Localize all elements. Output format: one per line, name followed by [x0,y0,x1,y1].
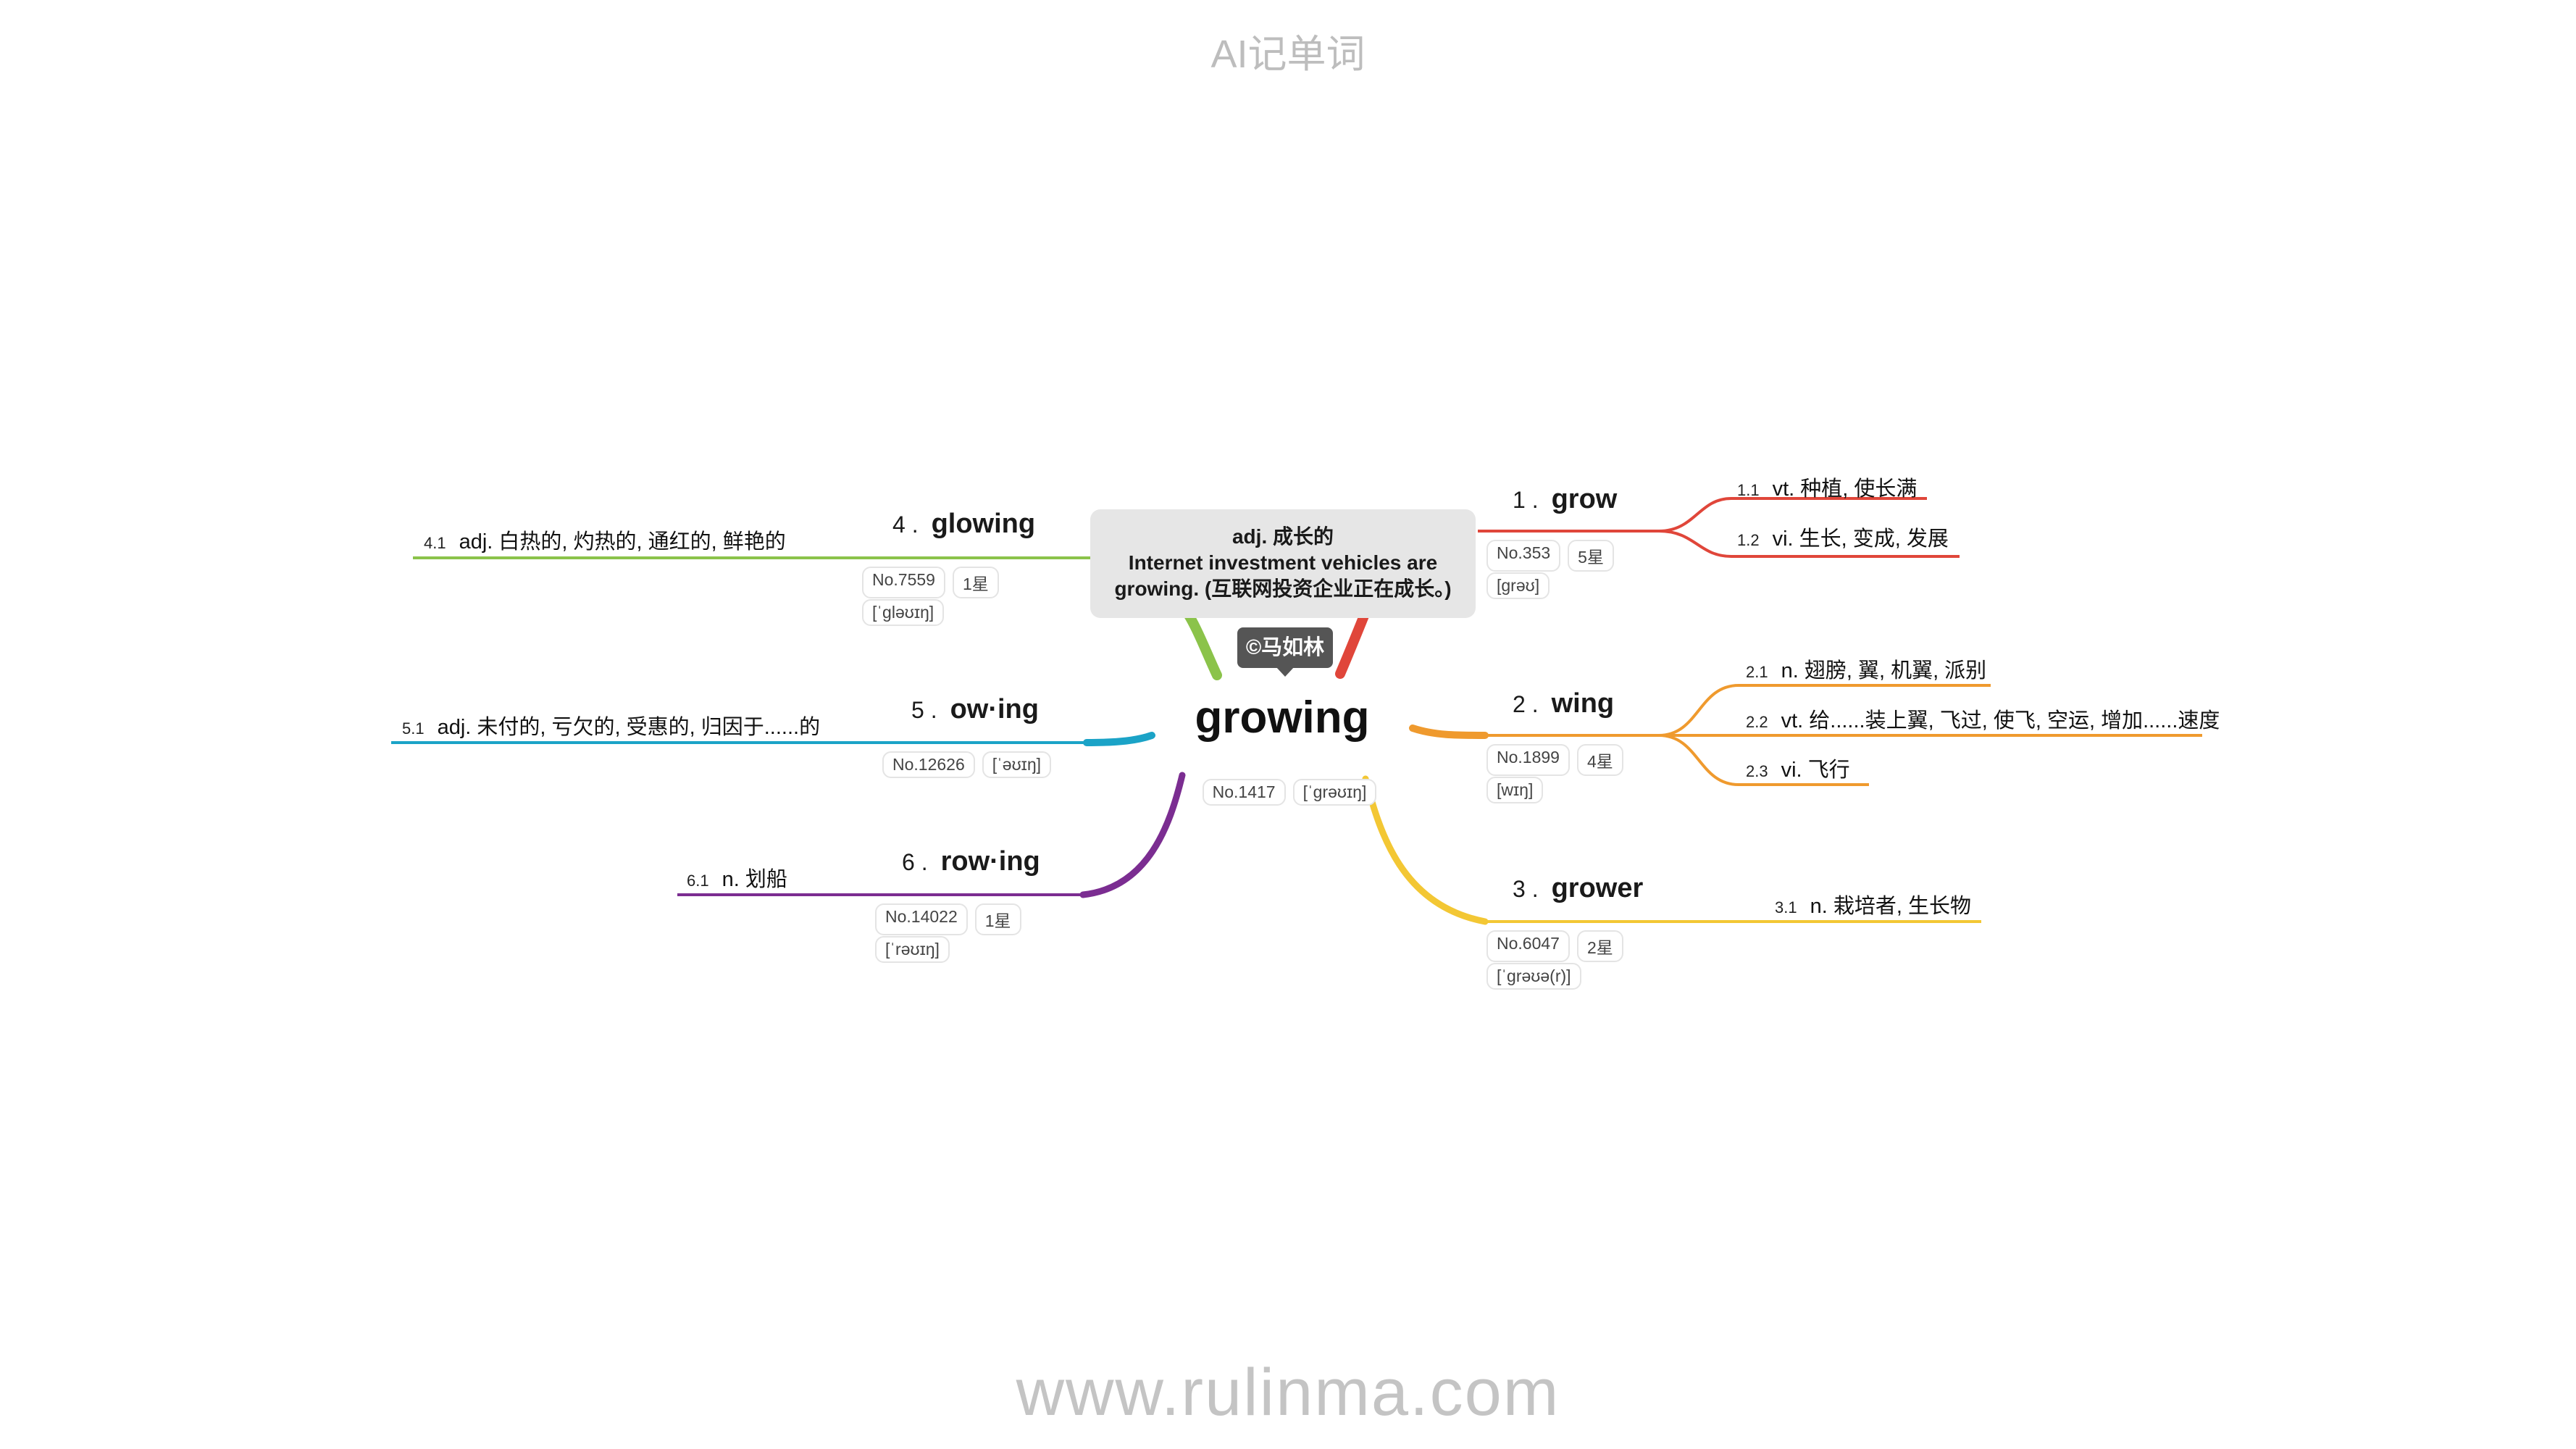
author-badge-pointer [1276,667,1295,677]
branch-word-grow[interactable]: 1 . grow [1513,484,1617,515]
stars-tag: 1星 [952,567,999,598]
definition-text: vi. 生长, 变成, 发展 [1772,527,1949,551]
branch-label: glowing [931,509,1036,539]
definition-6-1: 6.1 n. 划船 [687,862,787,893]
definition-number: 1.1 [1737,481,1760,499]
rank-tag: No.1899 [1486,744,1570,776]
definition-2-3: 2.3 vi. 飞行 [1746,753,1850,783]
stars-tag: 2星 [1576,930,1623,962]
rank-tag: No.7559 [862,567,945,598]
rank-tag: No.12626 [882,751,975,778]
definition-text: n. 划船 [722,868,787,891]
branch-number: 5 . [911,697,937,723]
connector-grow-def-1 [1658,497,1927,533]
author-badge: ©马如林 [1237,627,1333,668]
branch-number: 4 . [892,511,919,538]
branch-tags-grower: No.6047 2星 [1486,930,1623,962]
center-rank-tag: No.1417 [1202,779,1286,806]
phonetic-tag: [ɡrəʊ] [1486,572,1550,599]
popup-line-1: adj. 成长的 [1231,525,1334,548]
branch-label: grower [1551,873,1644,903]
connector-grow-def-2 [1658,530,1960,558]
rank-tag: No.353 [1486,540,1561,572]
definition-5-1: 5.1 adj. 未付的, 亏欠的, 受惠的, 归因于......的 [402,710,820,740]
phonetic-tag: [ˈəʊɪŋ] [982,751,1052,778]
connector-wing-def-3 [1658,734,1869,786]
connector-center-to-rowing [1079,772,1186,898]
phonetic-row-grow: [ɡrəʊ] [1486,572,1550,599]
branch-number: 1 . [1513,487,1539,513]
branch-tags-wing: No.1899 4星 [1486,744,1623,776]
connector-center-to-glowing [1179,604,1222,680]
branch-tags-rowing: No.14022 1星 [875,903,1021,935]
definition-1-2: 1.2 vi. 生长, 变成, 发展 [1737,522,1949,552]
definition-number: 2.3 [1746,762,1768,780]
definition-number: 3.1 [1775,898,1797,916]
definition-text: n. 翅膀, 翼, 机翼, 派别 [1781,659,1987,682]
definition-2-2: 2.2 vt. 给......装上翼, 飞过, 使飞, 空运, 增加......速… [1746,703,2220,734]
branch-word-wing[interactable]: 2 . wing [1513,688,1614,719]
branch-number: 3 . [1513,876,1539,902]
branch-word-glowing[interactable]: 4 . glowing [892,509,1035,540]
phonetic-row-rowing: [ˈrəʊɪŋ] [875,936,950,963]
branch-word-rowing[interactable]: 6 . row·ing [902,846,1040,877]
branch-number: 6 . [902,849,928,875]
phonetic-tag: [ˈrəʊɪŋ] [875,936,950,963]
phonetic-tag: [ˈɡrəʊə(r)] [1486,963,1581,990]
phonetic-row-wing: [wɪŋ] [1486,777,1544,803]
definition-text: adj. 白热的, 灼热的, 通红的, 鲜艳的 [459,530,786,554]
branch-word-owing[interactable]: 5 . ow·ing [911,694,1039,725]
branch-number: 2 . [1513,691,1539,717]
definition-text: vt. 种植, 使长满 [1772,477,1918,501]
definition-number: 6.1 [687,872,709,890]
definition-number: 2.2 [1746,713,1768,731]
rank-tag: No.6047 [1486,930,1570,962]
definition-popup: adj. 成长的 Internet investment vehicles ar… [1090,509,1476,618]
branch-label: ow·ing [950,694,1039,724]
phonetic-tag: [wɪŋ] [1486,777,1544,803]
definition-text: vi. 飞行 [1781,759,1850,782]
definition-4-1: 4.1 adj. 白热的, 灼热的, 通红的, 鲜艳的 [424,525,786,555]
popup-line-3: growing. (互联网投资企业正在成长。) [1114,577,1452,600]
branch-word-grower[interactable]: 3 . grower [1513,873,1643,904]
phonetic-row-glowing: [ˈɡləʊɪŋ] [862,599,945,626]
rank-tag: No.14022 [875,903,968,935]
definition-text: adj. 未付的, 亏欠的, 受惠的, 归因于......的 [437,716,821,739]
branch-label: grow [1551,484,1618,514]
center-phonetic-tag: [ˈɡrəʊɪŋ] [1292,779,1377,806]
definition-text: n. 栽培者, 生长物 [1810,895,1971,918]
branch-label: row·ing [940,846,1040,877]
connector-center-to-owing [1083,732,1155,746]
center-word[interactable]: growing [1195,693,1370,743]
site-url-watermark: www.rulinma.com [1016,1356,1560,1429]
phonetic-row-grower: [ˈɡrəʊə(r)] [1486,963,1581,990]
branch-tags-owing: No.12626 [ˈəʊɪŋ] [882,751,1052,778]
stars-tag: 5星 [1568,540,1614,572]
definition-3-1: 3.1 n. 栽培者, 生长物 [1775,889,1971,919]
definition-2-1: 2.1 n. 翅膀, 翼, 机翼, 派别 [1746,653,1986,684]
definition-1-1: 1.1 vt. 种植, 使长满 [1737,472,1917,502]
stars-tag: 4星 [1576,744,1623,776]
definition-number: 5.1 [402,719,425,738]
branch-tags-grow: No.353 5星 [1486,540,1614,572]
definition-number: 1.2 [1737,531,1760,549]
popup-line-2: Internet investment vehicles are [1128,551,1438,574]
connector-center-to-wing [1409,724,1489,739]
branch-tags-glowing: No.7559 1星 [862,567,999,598]
definition-number: 2.1 [1746,663,1768,681]
definition-text: vt. 给......装上翼, 飞过, 使飞, 空运, 增加......速度 [1781,709,2220,732]
center-tags: No.1417 [ˈɡrəʊɪŋ] [1152,779,1427,806]
definition-number: 4.1 [424,534,446,552]
page-header: AI记单词 [1210,33,1366,76]
branch-label: wing [1551,688,1615,719]
phonetic-tag: [ˈɡləʊɪŋ] [862,599,945,626]
stars-tag: 1星 [974,903,1021,935]
connector-wing-def-1 [1658,684,1991,737]
